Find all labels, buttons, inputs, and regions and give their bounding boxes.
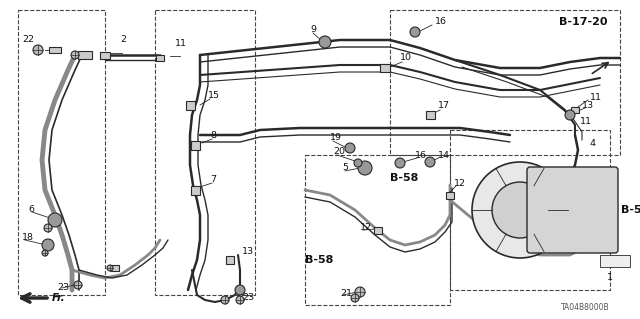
Text: 11: 11 xyxy=(580,117,592,127)
Bar xyxy=(186,101,195,110)
Circle shape xyxy=(107,265,113,271)
Text: 13: 13 xyxy=(582,101,594,110)
Text: 6: 6 xyxy=(28,205,34,214)
Bar xyxy=(600,255,630,267)
Circle shape xyxy=(235,285,245,295)
Text: 20: 20 xyxy=(333,147,345,157)
Bar xyxy=(446,192,454,199)
Circle shape xyxy=(71,51,79,59)
Bar xyxy=(191,186,200,195)
Bar xyxy=(380,64,390,72)
FancyBboxPatch shape xyxy=(527,167,618,253)
Circle shape xyxy=(351,294,359,302)
Text: 15: 15 xyxy=(208,91,220,100)
Circle shape xyxy=(48,213,62,227)
Text: 14: 14 xyxy=(438,151,450,160)
Text: 1: 1 xyxy=(607,273,613,283)
Circle shape xyxy=(345,143,355,153)
Bar xyxy=(305,155,450,305)
Bar xyxy=(49,47,61,53)
Text: Fr.: Fr. xyxy=(52,293,66,303)
Text: 17: 17 xyxy=(438,101,450,110)
Circle shape xyxy=(44,224,52,232)
Bar xyxy=(191,141,200,150)
Text: 7: 7 xyxy=(210,175,216,184)
Text: 12: 12 xyxy=(454,179,466,188)
Circle shape xyxy=(410,27,420,37)
Text: 9: 9 xyxy=(310,26,316,34)
Text: 2: 2 xyxy=(120,35,126,44)
Bar xyxy=(450,130,610,290)
Text: 3: 3 xyxy=(582,243,588,253)
Bar xyxy=(226,256,234,264)
Circle shape xyxy=(74,281,82,289)
Bar xyxy=(111,265,119,271)
Circle shape xyxy=(319,36,331,48)
Circle shape xyxy=(472,162,568,258)
Text: 8: 8 xyxy=(210,130,216,139)
Bar xyxy=(390,10,620,155)
Circle shape xyxy=(492,182,548,238)
Bar xyxy=(156,55,164,61)
Text: B-58: B-58 xyxy=(305,255,333,265)
Text: 16: 16 xyxy=(435,18,447,26)
Circle shape xyxy=(42,239,54,251)
Text: 11: 11 xyxy=(590,93,602,102)
Text: 5: 5 xyxy=(342,164,348,173)
Circle shape xyxy=(33,45,43,55)
Bar xyxy=(100,52,110,59)
Circle shape xyxy=(221,296,229,304)
Text: 18: 18 xyxy=(22,234,34,242)
Circle shape xyxy=(355,287,365,297)
Text: 11: 11 xyxy=(175,40,187,48)
Text: 13: 13 xyxy=(242,248,254,256)
Text: B-57: B-57 xyxy=(621,205,640,215)
Circle shape xyxy=(358,161,372,175)
Bar xyxy=(374,227,382,234)
Bar xyxy=(155,10,255,295)
Circle shape xyxy=(236,296,244,304)
Text: B-17-20: B-17-20 xyxy=(559,17,607,27)
Text: 4: 4 xyxy=(590,138,596,147)
Circle shape xyxy=(565,110,575,120)
Text: 23: 23 xyxy=(57,284,69,293)
Circle shape xyxy=(395,158,405,168)
Circle shape xyxy=(425,157,435,167)
Bar xyxy=(18,10,105,295)
Bar xyxy=(426,111,435,119)
Circle shape xyxy=(42,250,48,256)
Text: 22: 22 xyxy=(22,35,34,44)
Circle shape xyxy=(354,159,362,167)
Text: 23: 23 xyxy=(242,293,254,302)
Text: TA04B8000B: TA04B8000B xyxy=(561,303,610,312)
Bar xyxy=(78,51,92,59)
Text: 12: 12 xyxy=(360,224,372,233)
Text: B-58: B-58 xyxy=(390,173,419,183)
Text: 21: 21 xyxy=(340,288,352,298)
Bar xyxy=(571,107,579,113)
Text: 16: 16 xyxy=(415,151,427,160)
Text: 10: 10 xyxy=(400,54,412,63)
Text: 19: 19 xyxy=(330,132,342,142)
